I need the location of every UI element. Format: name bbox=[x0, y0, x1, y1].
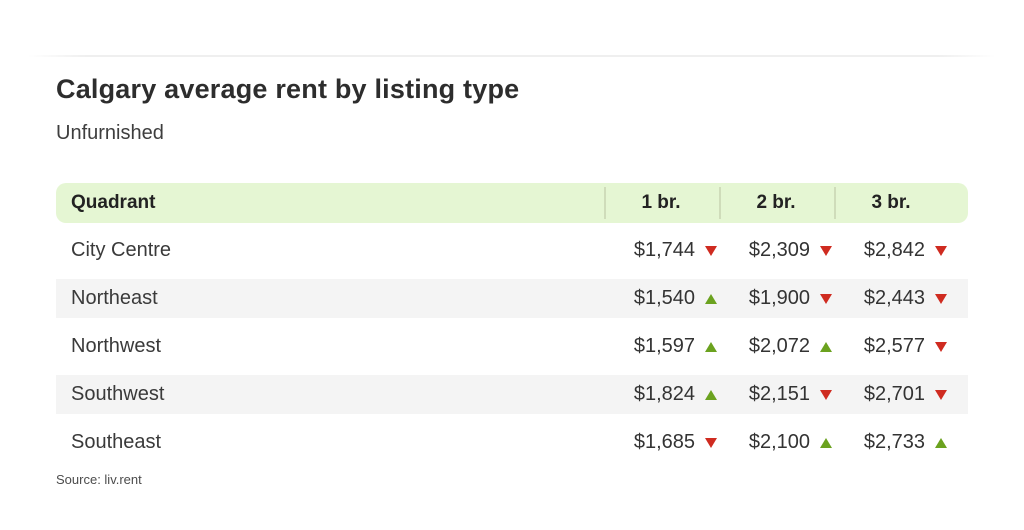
price-cell-1br: $1,744 bbox=[605, 239, 720, 262]
trend-up-icon bbox=[705, 341, 717, 352]
trend-up-icon bbox=[935, 437, 947, 448]
trend-down-icon bbox=[935, 245, 947, 256]
table-row: Southeast $1,685 $2,100 $2,733 bbox=[56, 423, 968, 462]
price-cell-2br: $2,072 bbox=[720, 335, 835, 358]
price-cell-2br: $2,100 bbox=[720, 431, 835, 454]
page-subtitle: Unfurnished bbox=[56, 122, 164, 144]
source-note: Source: liv.rent bbox=[56, 472, 142, 487]
price-cell-3br: $2,701 bbox=[835, 383, 968, 406]
price-value: $2,733 bbox=[863, 431, 925, 453]
price-value: $1,597 bbox=[633, 335, 695, 357]
table-row: Northwest $1,597 $2,072 $2,577 bbox=[56, 327, 968, 366]
price-value: $2,072 bbox=[748, 335, 810, 357]
row-label-quadrant: City Centre bbox=[71, 239, 172, 261]
column-header-2br: 2 br. bbox=[719, 183, 835, 223]
price-cell-1br: $1,685 bbox=[605, 431, 720, 454]
table-row: Southwest $1,824 $2,151 $2,701 bbox=[56, 375, 968, 414]
price-cell-1br: $1,824 bbox=[605, 383, 720, 406]
trend-down-icon bbox=[705, 437, 717, 448]
trend-up-icon bbox=[820, 437, 832, 448]
trend-up-icon bbox=[705, 389, 717, 400]
column-header-quadrant: Quadrant bbox=[71, 192, 156, 213]
price-value: $1,685 bbox=[633, 431, 695, 453]
trend-down-icon bbox=[820, 293, 832, 304]
table-row: City Centre $1,744 $2,309 $2,842 bbox=[56, 231, 968, 270]
price-cell-3br: $2,443 bbox=[835, 287, 968, 310]
trend-down-icon bbox=[820, 389, 832, 400]
price-value: $1,744 bbox=[633, 239, 695, 261]
price-value: $2,151 bbox=[748, 383, 810, 405]
trend-down-icon bbox=[935, 293, 947, 304]
price-cell-2br: $2,151 bbox=[720, 383, 835, 406]
price-value: $2,701 bbox=[863, 383, 925, 405]
column-header-3br: 3 br. bbox=[834, 183, 968, 223]
row-label-quadrant: Northwest bbox=[71, 335, 162, 357]
trend-down-icon bbox=[935, 389, 947, 400]
row-label-quadrant: Southwest bbox=[71, 383, 165, 405]
table-body: City Centre $1,744 $2,309 $2,842 Northea… bbox=[56, 231, 968, 462]
price-cell-2br: $1,900 bbox=[720, 287, 835, 310]
rent-table: Quadrant 1 br. 2 br. 3 br. City Centre $… bbox=[56, 183, 968, 462]
trend-up-icon bbox=[820, 341, 832, 352]
row-label-quadrant: Southeast bbox=[71, 431, 162, 453]
page-title: Calgary average rent by listing type bbox=[56, 74, 520, 104]
top-divider bbox=[28, 55, 996, 57]
table-row: Northeast $1,540 $1,900 $2,443 bbox=[56, 279, 968, 318]
column-header-1br: 1 br. bbox=[604, 183, 720, 223]
price-cell-3br: $2,733 bbox=[835, 431, 968, 454]
price-value: $2,309 bbox=[748, 239, 810, 261]
price-cell-3br: $2,842 bbox=[835, 239, 968, 262]
trend-down-icon bbox=[935, 341, 947, 352]
price-value: $2,577 bbox=[863, 335, 925, 357]
table-header-row: Quadrant 1 br. 2 br. 3 br. bbox=[56, 183, 968, 223]
price-cell-2br: $2,309 bbox=[720, 239, 835, 262]
price-value: $1,540 bbox=[633, 287, 695, 309]
trend-down-icon bbox=[820, 245, 832, 256]
price-value: $2,443 bbox=[863, 287, 925, 309]
trend-down-icon bbox=[705, 245, 717, 256]
price-cell-1br: $1,540 bbox=[605, 287, 720, 310]
infographic-card: Calgary average rent by listing type Unf… bbox=[56, 0, 968, 487]
price-value: $1,900 bbox=[748, 287, 810, 309]
price-cell-3br: $2,577 bbox=[835, 335, 968, 358]
price-cell-1br: $1,597 bbox=[605, 335, 720, 358]
price-value: $1,824 bbox=[633, 383, 695, 405]
price-value: $2,842 bbox=[863, 239, 925, 261]
trend-up-icon bbox=[705, 293, 717, 304]
price-value: $2,100 bbox=[748, 431, 810, 453]
row-label-quadrant: Northeast bbox=[71, 287, 158, 309]
